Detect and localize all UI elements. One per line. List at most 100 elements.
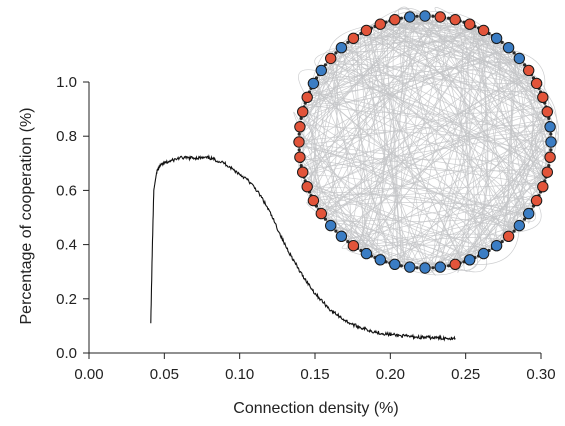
network-edge [423, 134, 552, 269]
network-edge [318, 74, 481, 256]
network-node [325, 219, 337, 232]
network-node [374, 254, 386, 266]
network-edge [304, 44, 506, 106]
network-node [301, 91, 313, 104]
x-tick-label: 0.00 [74, 366, 103, 383]
ring-dot [399, 264, 403, 268]
network-edge [325, 60, 338, 220]
ring-dot [431, 266, 435, 270]
network-edge [299, 41, 349, 159]
network-edge [318, 65, 539, 87]
network-node [301, 181, 313, 193]
ring-dot [297, 132, 301, 136]
x-axis-title: Connection density (%) [233, 400, 398, 417]
ring-dot [512, 229, 516, 233]
network-edge [300, 124, 552, 143]
ring-dot [299, 164, 303, 168]
network-edge [335, 29, 486, 54]
network-edge [303, 158, 549, 176]
network-inset [293, 6, 559, 276]
network-edge [506, 53, 526, 238]
network-node [523, 207, 535, 220]
network-edge [305, 54, 517, 103]
ring-dot [415, 266, 419, 270]
ring-dot [431, 14, 435, 18]
ring-dot [547, 116, 551, 120]
network-edge [403, 17, 526, 219]
network-edge [315, 79, 414, 268]
network-node [360, 247, 373, 260]
network-edge [304, 16, 441, 181]
network-edge [425, 43, 505, 269]
network-node [404, 11, 416, 23]
network-edge [433, 111, 548, 268]
network-node [449, 14, 461, 26]
ring-dot [415, 14, 419, 18]
network-node [523, 64, 535, 77]
ring-dot [334, 229, 338, 233]
y-tick-label: 1.0 [56, 74, 77, 91]
network-edge [314, 202, 423, 269]
network-edge [380, 16, 434, 261]
network-edge [298, 112, 548, 142]
ring-dot [299, 116, 303, 120]
series-line [150, 154, 456, 342]
network-node [449, 258, 461, 270]
network-edge [363, 31, 427, 269]
ring-dot [523, 217, 527, 221]
network-edge [447, 110, 548, 267]
network-node [464, 254, 476, 266]
network-node [541, 106, 553, 118]
network-edge [299, 145, 544, 186]
network-node [347, 32, 360, 44]
network-edge [393, 19, 534, 79]
network-edge [392, 202, 536, 265]
ring-dot [334, 51, 338, 55]
network-node [490, 32, 503, 44]
network-edge [336, 71, 530, 232]
network-node [502, 42, 515, 54]
network-edge [504, 54, 517, 240]
network-node [477, 24, 490, 37]
y-axis-title: Percentage of cooperation (%) [18, 107, 35, 324]
ring-dot [297, 148, 301, 152]
network-edge [310, 88, 551, 127]
network-node [513, 52, 525, 65]
network-edge [367, 233, 510, 255]
network-edge [380, 23, 529, 71]
network-edge [459, 20, 469, 261]
network-edge [304, 103, 337, 232]
network-edge [305, 100, 379, 260]
network-edge [356, 15, 427, 249]
x-tick-label: 0.20 [376, 366, 405, 383]
network-edge [304, 104, 547, 115]
network-edge [349, 19, 455, 244]
network-node [530, 77, 543, 90]
network-edge [317, 202, 532, 210]
network-node [294, 151, 306, 163]
network-edge [397, 8, 423, 19]
network-edge [446, 154, 551, 267]
network-edge [373, 26, 525, 66]
network-edge [298, 20, 393, 135]
network-edge [327, 36, 494, 63]
network-node [389, 14, 401, 26]
network-edge [507, 59, 521, 233]
network-edge [317, 122, 550, 209]
network-node [544, 151, 556, 163]
ring-dot [500, 40, 504, 45]
ring-dot [523, 63, 527, 67]
network-edge [432, 25, 475, 268]
ring-dot [399, 16, 403, 20]
network-node [490, 240, 503, 252]
network-node [335, 230, 348, 243]
network-node [404, 261, 416, 273]
network-edge [510, 54, 520, 226]
network-node [545, 136, 557, 148]
network-node [537, 91, 549, 104]
network-edge [358, 30, 375, 249]
network-edge [358, 27, 480, 43]
x-tick-label: 0.15 [300, 366, 329, 383]
network-edge [473, 25, 489, 257]
network-edge [328, 60, 352, 245]
